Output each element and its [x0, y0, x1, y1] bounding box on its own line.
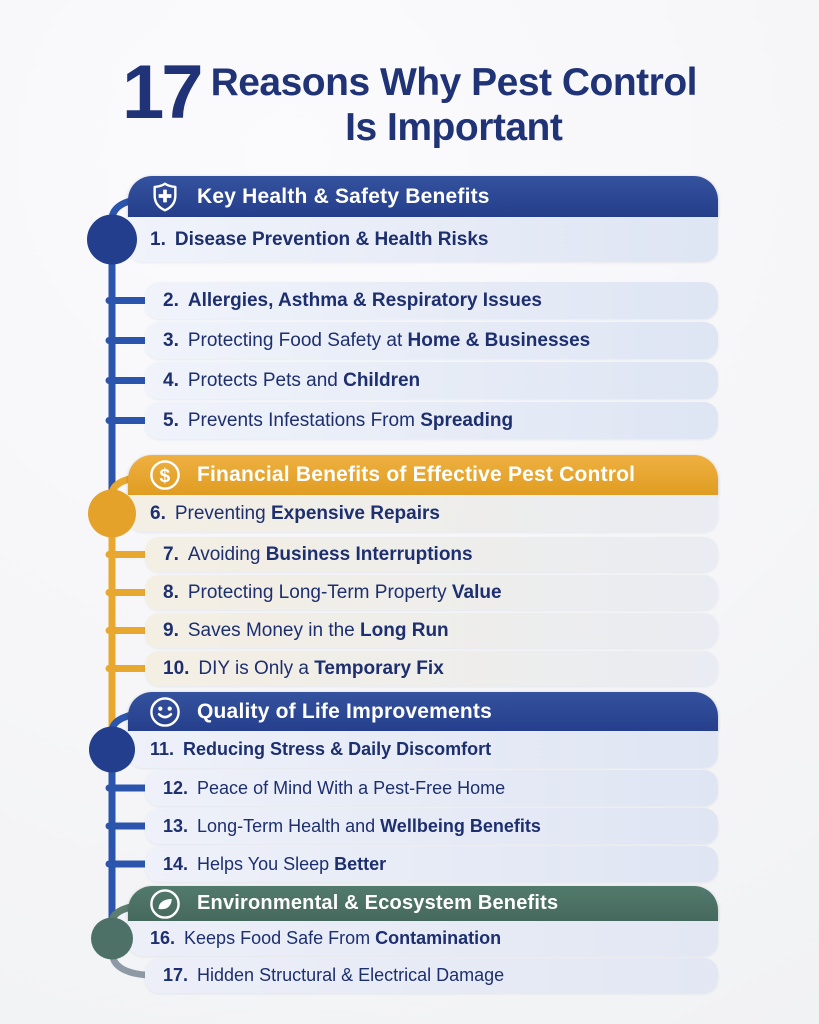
item-text: Avoiding Business Interruptions — [187, 543, 473, 565]
item-number: 1. — [150, 228, 166, 250]
section-header-financial: $ Financial Benefits of Effective Pest Co… — [128, 455, 718, 495]
item-number: 16. — [150, 928, 176, 948]
title-line2: Is Important — [345, 106, 563, 150]
item-number: 2. — [163, 289, 179, 311]
list-item: 10. DIY is Only a Temporary Fix — [145, 651, 718, 686]
item-text: Hidden Structural & Electrical Damage — [197, 965, 505, 985]
list-item: 3. Protecting Food Safety at Home & Busin… — [145, 322, 718, 359]
item-number: 6. — [150, 502, 166, 524]
list-item: 9. Saves Money in the Long Run — [145, 613, 718, 648]
item-number: 17. — [163, 965, 189, 985]
section-header-environmental: Environmental & Ecosystem Benefits — [128, 886, 718, 921]
item-text: Keeps Food Safe From Contamination — [184, 928, 502, 948]
section-quality-of-life: Quality of Life Improvements 11. Reducing … — [128, 692, 718, 882]
section-financial: $ Financial Benefits of Effective Pest Co… — [128, 455, 718, 686]
leaf-icon — [148, 887, 182, 921]
list-item: 13. Long-Term Health and Wellbeing Benefi… — [145, 808, 718, 844]
list-item: 7. Avoiding Business Interruptions — [145, 537, 718, 572]
list-item: 2. Allergies, Asthma & Respiratory Issues — [145, 282, 718, 319]
item-text: Helps You Sleep Better — [197, 853, 387, 874]
title-line1: Reasons Why Pest Control — [210, 61, 698, 104]
section-title: Environmental & Ecosystem Benefits — [197, 892, 559, 914]
section-health-safety: Key Health & Safety Benefits 1. Disease Pr… — [128, 176, 718, 439]
title-text: Reasons Why Pest Control Is Important — [210, 58, 698, 150]
item-text: Protecting Long-Term Property Value — [187, 581, 502, 603]
item-text: Prevents Infestations From Spreading — [187, 409, 514, 431]
list-item: 5. Prevents Infestations From Spreading — [145, 402, 718, 439]
item-text: Allergies, Asthma & Respiratory Issues — [187, 289, 542, 311]
list-item: 12. Peace of Mind With a Pest-Free Home — [145, 770, 718, 806]
list-item: 6. Preventing Expensive Repairs — [128, 495, 718, 532]
section-title: Financial Benefits of Effective Pest Con… — [197, 463, 636, 486]
item-text: Protecting Food Safety at Home & Busines… — [187, 329, 591, 351]
list-item: 4. Protects Pets and Children — [145, 362, 718, 399]
title-number: 17 — [122, 50, 204, 135]
list-item: 1. Disease Prevention & Health Risks — [128, 217, 718, 262]
benefits-list: Key Health & Safety Benefits 1. Disease Pr… — [128, 176, 718, 993]
section-header-health-safety: Key Health & Safety Benefits — [128, 176, 718, 217]
list-item: 8. Protecting Long-Term Property Value — [145, 575, 718, 610]
section-header-quality-of-life: Quality of Life Improvements — [128, 692, 718, 731]
item-number: 4. — [163, 369, 179, 391]
item-text: DIY is Only a Temporary Fix — [198, 657, 444, 679]
item-number: 11. — [150, 739, 175, 759]
item-number: 12. — [163, 777, 189, 798]
item-text: Long-Term Health and Wellbeing Benefits — [197, 815, 541, 836]
item-number: 9. — [163, 619, 179, 641]
item-text: Preventing Expensive Repairs — [174, 502, 440, 524]
item-number: 7. — [163, 543, 179, 565]
item-text: Disease Prevention & Health Risks — [174, 228, 489, 250]
item-number: 5. — [163, 409, 179, 431]
item-number: 13. — [163, 815, 189, 836]
list-item: 11. Reducing Stress & Daily Discomfort — [128, 731, 718, 768]
item-number: 3. — [163, 329, 179, 351]
item-number: 8. — [163, 581, 179, 603]
section-title: Quality of Life Improvements — [197, 699, 492, 723]
page-title: 17 Reasons Why Pest Control Is Important — [0, 50, 819, 150]
section-environmental: Environmental & Ecosystem Benefits 16. Kee… — [128, 886, 718, 993]
dollar-circle-icon: $ — [148, 458, 182, 492]
shield-plus-icon — [148, 180, 182, 214]
list-item: 16. Keeps Food Safe From Contamination — [128, 921, 718, 956]
svg-text:$: $ — [160, 466, 171, 487]
item-number: 14. — [163, 853, 189, 874]
item-text: Reducing Stress & Daily Discomfort — [183, 739, 492, 759]
section-title: Key Health & Safety Benefits — [197, 184, 490, 208]
item-text: Peace of Mind With a Pest-Free Home — [197, 777, 506, 798]
item-number: 10. — [163, 657, 190, 679]
item-text: Saves Money in the Long Run — [187, 619, 449, 641]
list-item: 17. Hidden Structural & Electrical Damage — [145, 958, 718, 993]
item-text: Protects Pets and Children — [187, 369, 421, 391]
list-item: 14. Helps You Sleep Better — [145, 846, 718, 882]
smiley-face-icon — [148, 695, 182, 729]
